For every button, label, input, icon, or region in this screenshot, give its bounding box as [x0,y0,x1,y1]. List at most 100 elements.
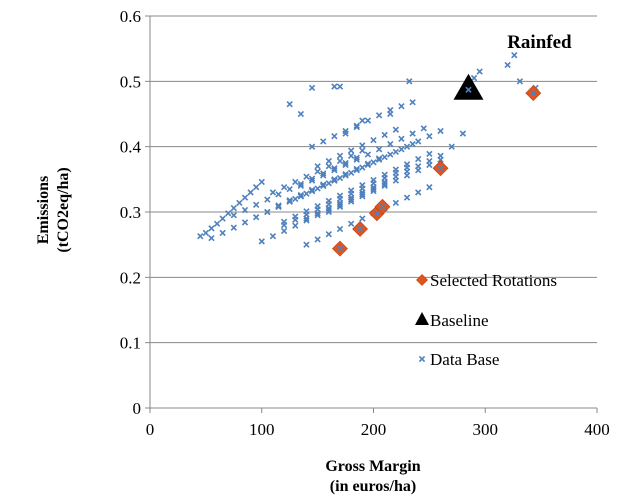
selected-rotation-overlay-point [437,165,444,172]
data-base-point [241,219,249,226]
data-base-point [381,180,388,188]
data-base-point [347,152,355,159]
data-base-point [308,143,316,150]
data-base-point [375,155,383,162]
data-base-point [275,191,282,198]
x-axis-title-line1: Gross Margin [325,458,420,475]
y-tick-label: 0.4 [120,138,142,157]
data-base-point [202,229,210,237]
data-base-point [476,68,483,75]
series-baseline [453,73,484,100]
data-base-point [392,169,400,176]
data-base-point [347,220,355,227]
data-base-point [353,123,360,131]
x-axis-title-line2: (in euros/ha) [330,478,416,495]
data-base-point [504,61,511,69]
data-base-point [398,135,405,142]
data-base-point [364,151,372,158]
data-base-point [415,155,422,163]
data-base-point [314,206,321,213]
data-base-point [437,156,444,163]
tick-labels: 0 0.1 0.2 0.3 0.4 0.5 0.6 0 100 200 300 400 [120,7,610,439]
data-base-point [409,130,416,137]
data-base-point [286,198,293,205]
legend-label: Selected Rotations [430,271,557,290]
data-base-point [252,184,260,191]
data-base-point [197,233,204,240]
selected-rotation-overlay-point [373,210,381,217]
data-base-point [241,206,249,214]
data-base-point [336,195,344,203]
data-base-point [297,110,305,118]
data-base-point [353,165,360,173]
data-base-point [331,133,338,140]
x-axis-title: Gross Margin (in euros/ha) [325,458,420,495]
data-base-point [336,152,344,159]
data-base-point [219,215,226,222]
data-base-point [258,178,265,186]
data-base-point [336,174,344,182]
data-base-point [403,172,411,179]
data-base-point [415,167,422,174]
data-base-point [230,224,237,231]
data-base-point [286,185,293,193]
data-base-point [403,164,411,171]
data-base-point [387,140,394,148]
data-base-point [320,182,327,190]
data-base-point [325,206,332,214]
data-base-point [426,161,433,169]
data-base-point [241,194,249,201]
data-base-point [269,189,277,196]
data-base-point [370,185,377,193]
legend-label: Baseline [430,311,489,330]
data-base-point [415,189,422,196]
data-base-point [336,225,344,233]
data-base-point [314,163,321,170]
data-base-point [516,78,524,85]
data-base-point [448,143,455,150]
data-base-point [359,185,366,192]
x-tick-label: 200 [361,420,387,439]
data-base-point [292,195,299,203]
legend-item: Selected Rotations [416,271,557,290]
data-base-point [297,182,305,190]
y-axis-title: Emissions (tCO2eq/ha) [35,167,72,252]
data-base-point [392,126,400,133]
data-base-point [325,163,332,170]
data-base-point [292,216,299,224]
data-base-point [308,187,316,195]
data-base-point [314,168,321,175]
data-base-point [331,83,338,90]
x-tick-label: 0 [146,420,155,439]
data-base-point [359,191,366,198]
data-base-point [437,127,444,135]
data-base-point [292,178,299,186]
data-base-point [359,193,366,200]
data-base-point [230,204,237,212]
data-base-point [303,190,310,197]
data-base-point [392,177,400,184]
data-base-point [275,202,282,209]
data-base-point [420,125,427,132]
data-base-point [409,99,416,106]
data-base-point [331,167,338,174]
data-base-point [347,196,355,203]
data-base-point [359,147,366,154]
data-base-point [297,193,305,200]
data-base-point [364,117,372,124]
data-base-point [280,227,288,235]
data-base-point [359,215,366,222]
data-base-point [225,210,232,217]
data-base-point [286,101,293,108]
x-tick-label: 300 [473,420,499,439]
legend-item: Data Base [418,350,499,369]
y-tick-label: 0.2 [120,268,141,287]
legend-marker-baseline [415,311,429,325]
data-base-point [325,180,332,187]
data-base-point [426,133,433,140]
data-base-point [387,151,394,158]
data-base-point [409,140,416,148]
data-base-point [252,214,260,221]
y-tick-label: 0.5 [120,72,141,91]
